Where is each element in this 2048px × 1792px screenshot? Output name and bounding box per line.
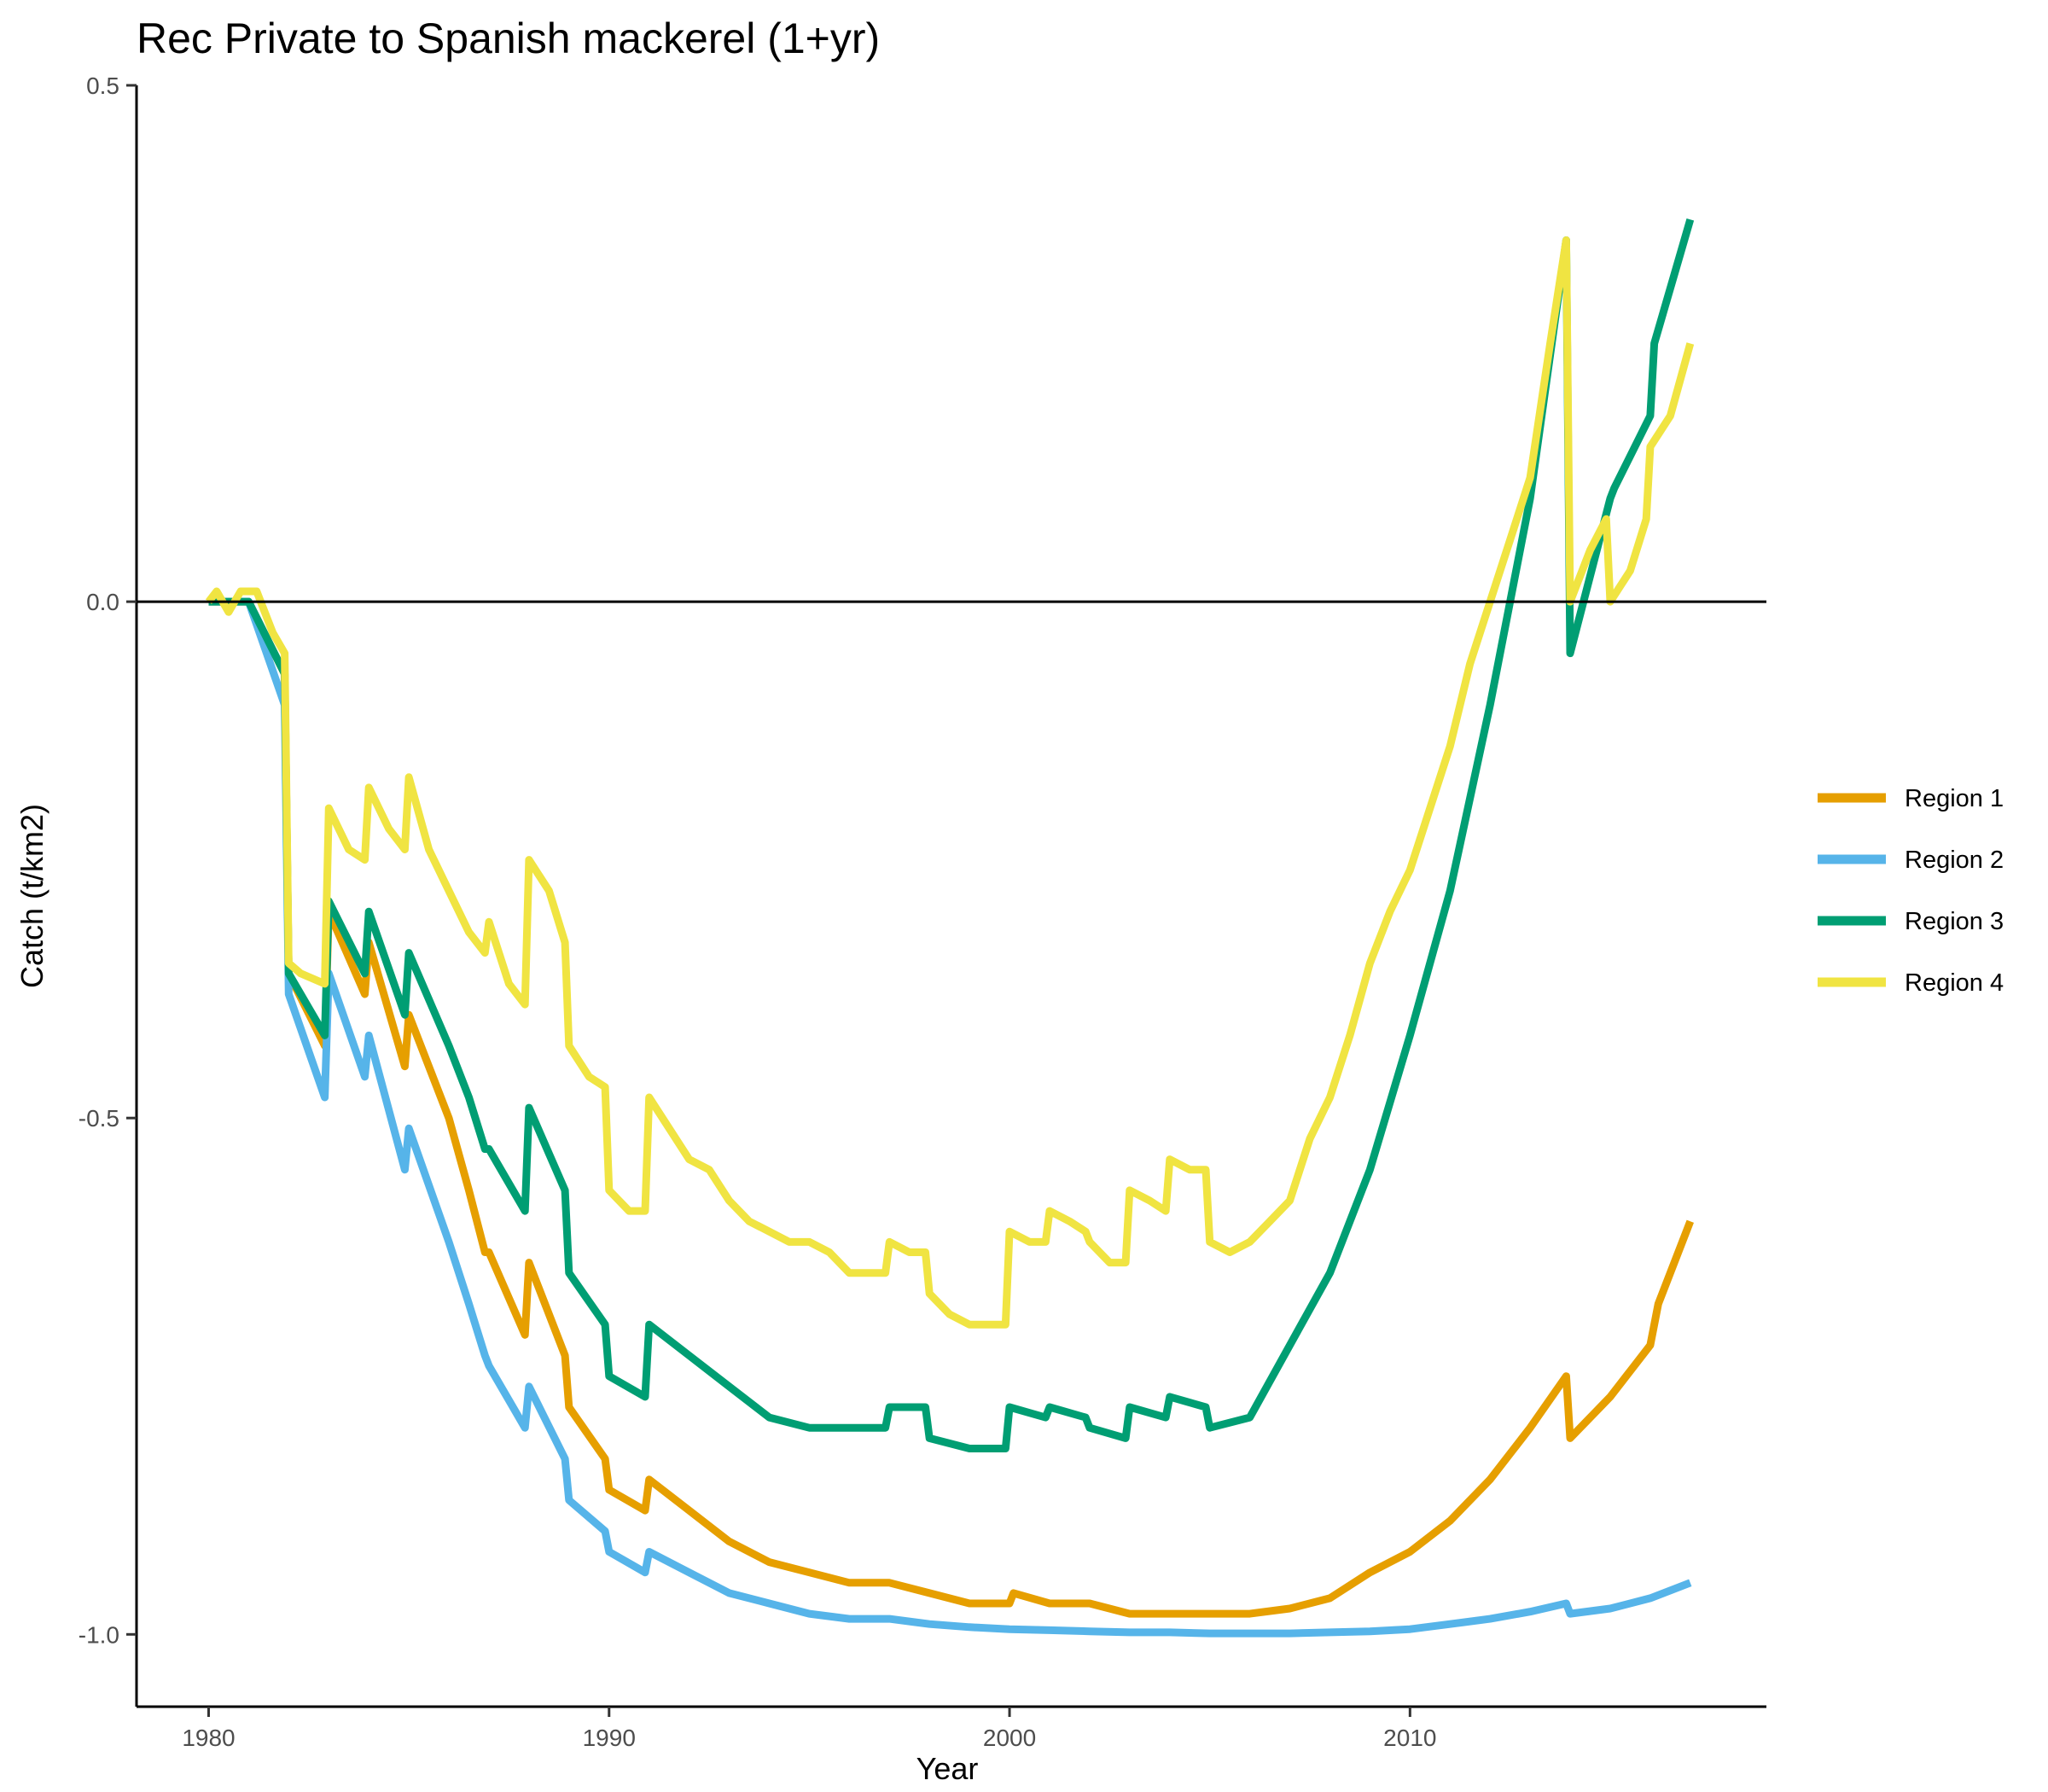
x-tick-label: 2000 [983,1725,1036,1751]
y-axis-ticks: 0.5 0.0 -0.5 -1.0 [79,73,137,1648]
legend: Region 1 Region 2 Region 3 Region 4 [1818,785,2004,997]
chart-title: Rec Private to Spanish mackerel (1+yr) [137,15,880,62]
x-axis-label: Year [916,1751,979,1786]
y-tick-label: -0.5 [79,1105,119,1132]
legend-item: Region 4 [1818,969,2004,997]
series-line-region-2 [208,597,1692,1638]
series-layer [205,218,1695,1638]
y-tick-label: -1.0 [79,1621,119,1648]
legend-label: Region 4 [1905,969,2004,997]
y-axis-label: Catch (t/km2) [15,804,49,988]
series-line-region-3 [208,218,1695,1452]
y-tick-label: 0.0 [86,589,119,615]
x-tick-label: 1990 [583,1725,636,1751]
legend-label: Region 2 [1905,847,2004,874]
legend-item: Region 3 [1818,908,2004,935]
y-tick-label: 0.5 [86,73,119,99]
x-tick-label: 2010 [1383,1725,1436,1751]
series-line-region-1 [208,597,1694,1618]
legend-label: Region 3 [1905,908,2004,935]
legend-item: Region 1 [1818,785,2004,812]
series-line-region-4 [205,236,1695,1329]
x-axis-ticks: 1980 1990 2000 2010 [182,1707,1436,1751]
legend-item: Region 2 [1818,847,2004,874]
legend-label: Region 1 [1905,785,2004,812]
x-tick-label: 1980 [182,1725,235,1751]
